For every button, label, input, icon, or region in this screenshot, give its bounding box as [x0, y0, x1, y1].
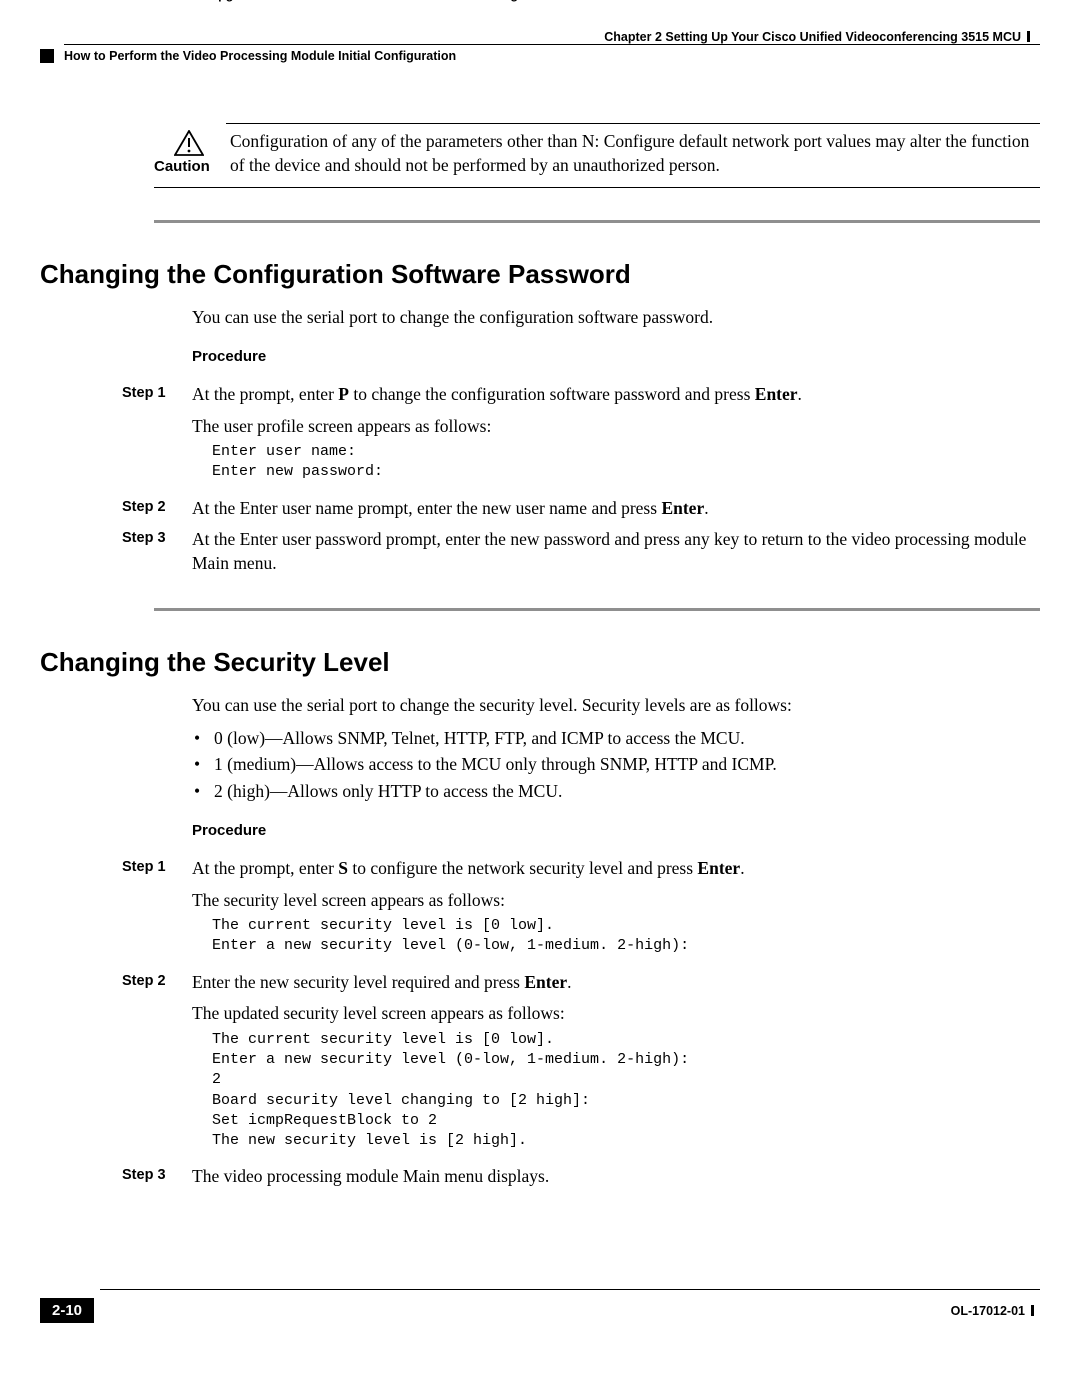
list-item: 2 (high)—Allows only HTTP to access the …: [192, 778, 1040, 804]
caution-text: Configuration of any of the parameters o…: [230, 130, 1040, 177]
step-number: Step 3: [122, 528, 192, 575]
header-square-icon: [40, 49, 54, 63]
header-chapter-ref: Chapter 2 Setting Up Your Cisco Unified …: [40, 30, 1040, 44]
running-header: Chapter 2 Setting Up Your Cisco Unified …: [40, 30, 1040, 63]
section1-procedure-label: Procedure: [192, 348, 1040, 365]
section2-steps: Step 1 At the prompt, enter S to configu…: [122, 857, 1040, 1189]
step-row: Step 3 The video processing module Main …: [122, 1165, 1040, 1189]
section-divider-rule: [154, 608, 1040, 611]
footer-doc-number: OL-17012-01: [951, 1304, 1040, 1318]
step-body: At the Enter user password prompt, enter…: [192, 528, 1040, 575]
section1-heading: Changing the Configuration Software Pass…: [40, 259, 1040, 290]
step-body: At the prompt, enter P to change the con…: [192, 383, 802, 489]
step-body: The video processing module Main menu di…: [192, 1165, 549, 1189]
step-number: Step 2: [122, 971, 192, 1158]
list-item: 1 (medium)—Allows access to the MCU only…: [192, 751, 1040, 777]
step-number: Step 1: [122, 857, 192, 963]
footer-book-title: Installation and Upgrade Guide for Cisco…: [114, 0, 653, 2]
header-section-ref: How to Perform the Video Processing Modu…: [64, 49, 456, 63]
section-divider-rule: [154, 220, 1040, 223]
caution-bottom-rule: [154, 187, 1040, 188]
step-row: Step 1 At the prompt, enter S to configu…: [122, 857, 1040, 963]
step-number: Step 3: [122, 1165, 192, 1189]
step-body: At the prompt, enter S to configure the …: [192, 857, 745, 963]
step-row: Step 2 At the Enter user name prompt, en…: [122, 497, 1040, 521]
caution-block: Caution Configuration of any of the para…: [154, 123, 1040, 188]
list-item: 0 (low)—Allows SNMP, Telnet, HTTP, FTP, …: [192, 725, 1040, 751]
header-rule: [64, 44, 1040, 45]
step-body: At the Enter user name prompt, enter the…: [192, 497, 709, 521]
step-body: Enter the new security level required an…: [192, 971, 689, 1158]
step-row: Step 1 At the prompt, enter P to change …: [122, 383, 1040, 489]
step-number: Step 1: [122, 383, 192, 489]
caution-icon: [174, 130, 218, 156]
section2-intro: You can use the serial port to change th…: [192, 694, 1040, 804]
section1-steps: Step 1 At the prompt, enter P to change …: [122, 383, 1040, 576]
step-number: Step 2: [122, 497, 192, 521]
footer-page-number: 2-10: [40, 1298, 94, 1323]
footer-rule: [100, 1289, 1040, 1290]
console-output: The current security level is [0 low]. E…: [212, 916, 745, 957]
console-output: Enter user name: Enter new password:: [212, 442, 802, 483]
step-row: Step 3 At the Enter user password prompt…: [122, 528, 1040, 575]
caution-label: Caution: [154, 158, 218, 175]
section1-intro: You can use the serial port to change th…: [192, 306, 1040, 330]
step-row: Step 2 Enter the new security level requ…: [122, 971, 1040, 1158]
section2-heading: Changing the Security Level: [40, 647, 1040, 678]
section2-procedure-label: Procedure: [192, 822, 1040, 839]
security-level-list: 0 (low)—Allows SNMP, Telnet, HTTP, FTP, …: [192, 725, 1040, 804]
console-output: The current security level is [0 low]. E…: [212, 1030, 689, 1152]
